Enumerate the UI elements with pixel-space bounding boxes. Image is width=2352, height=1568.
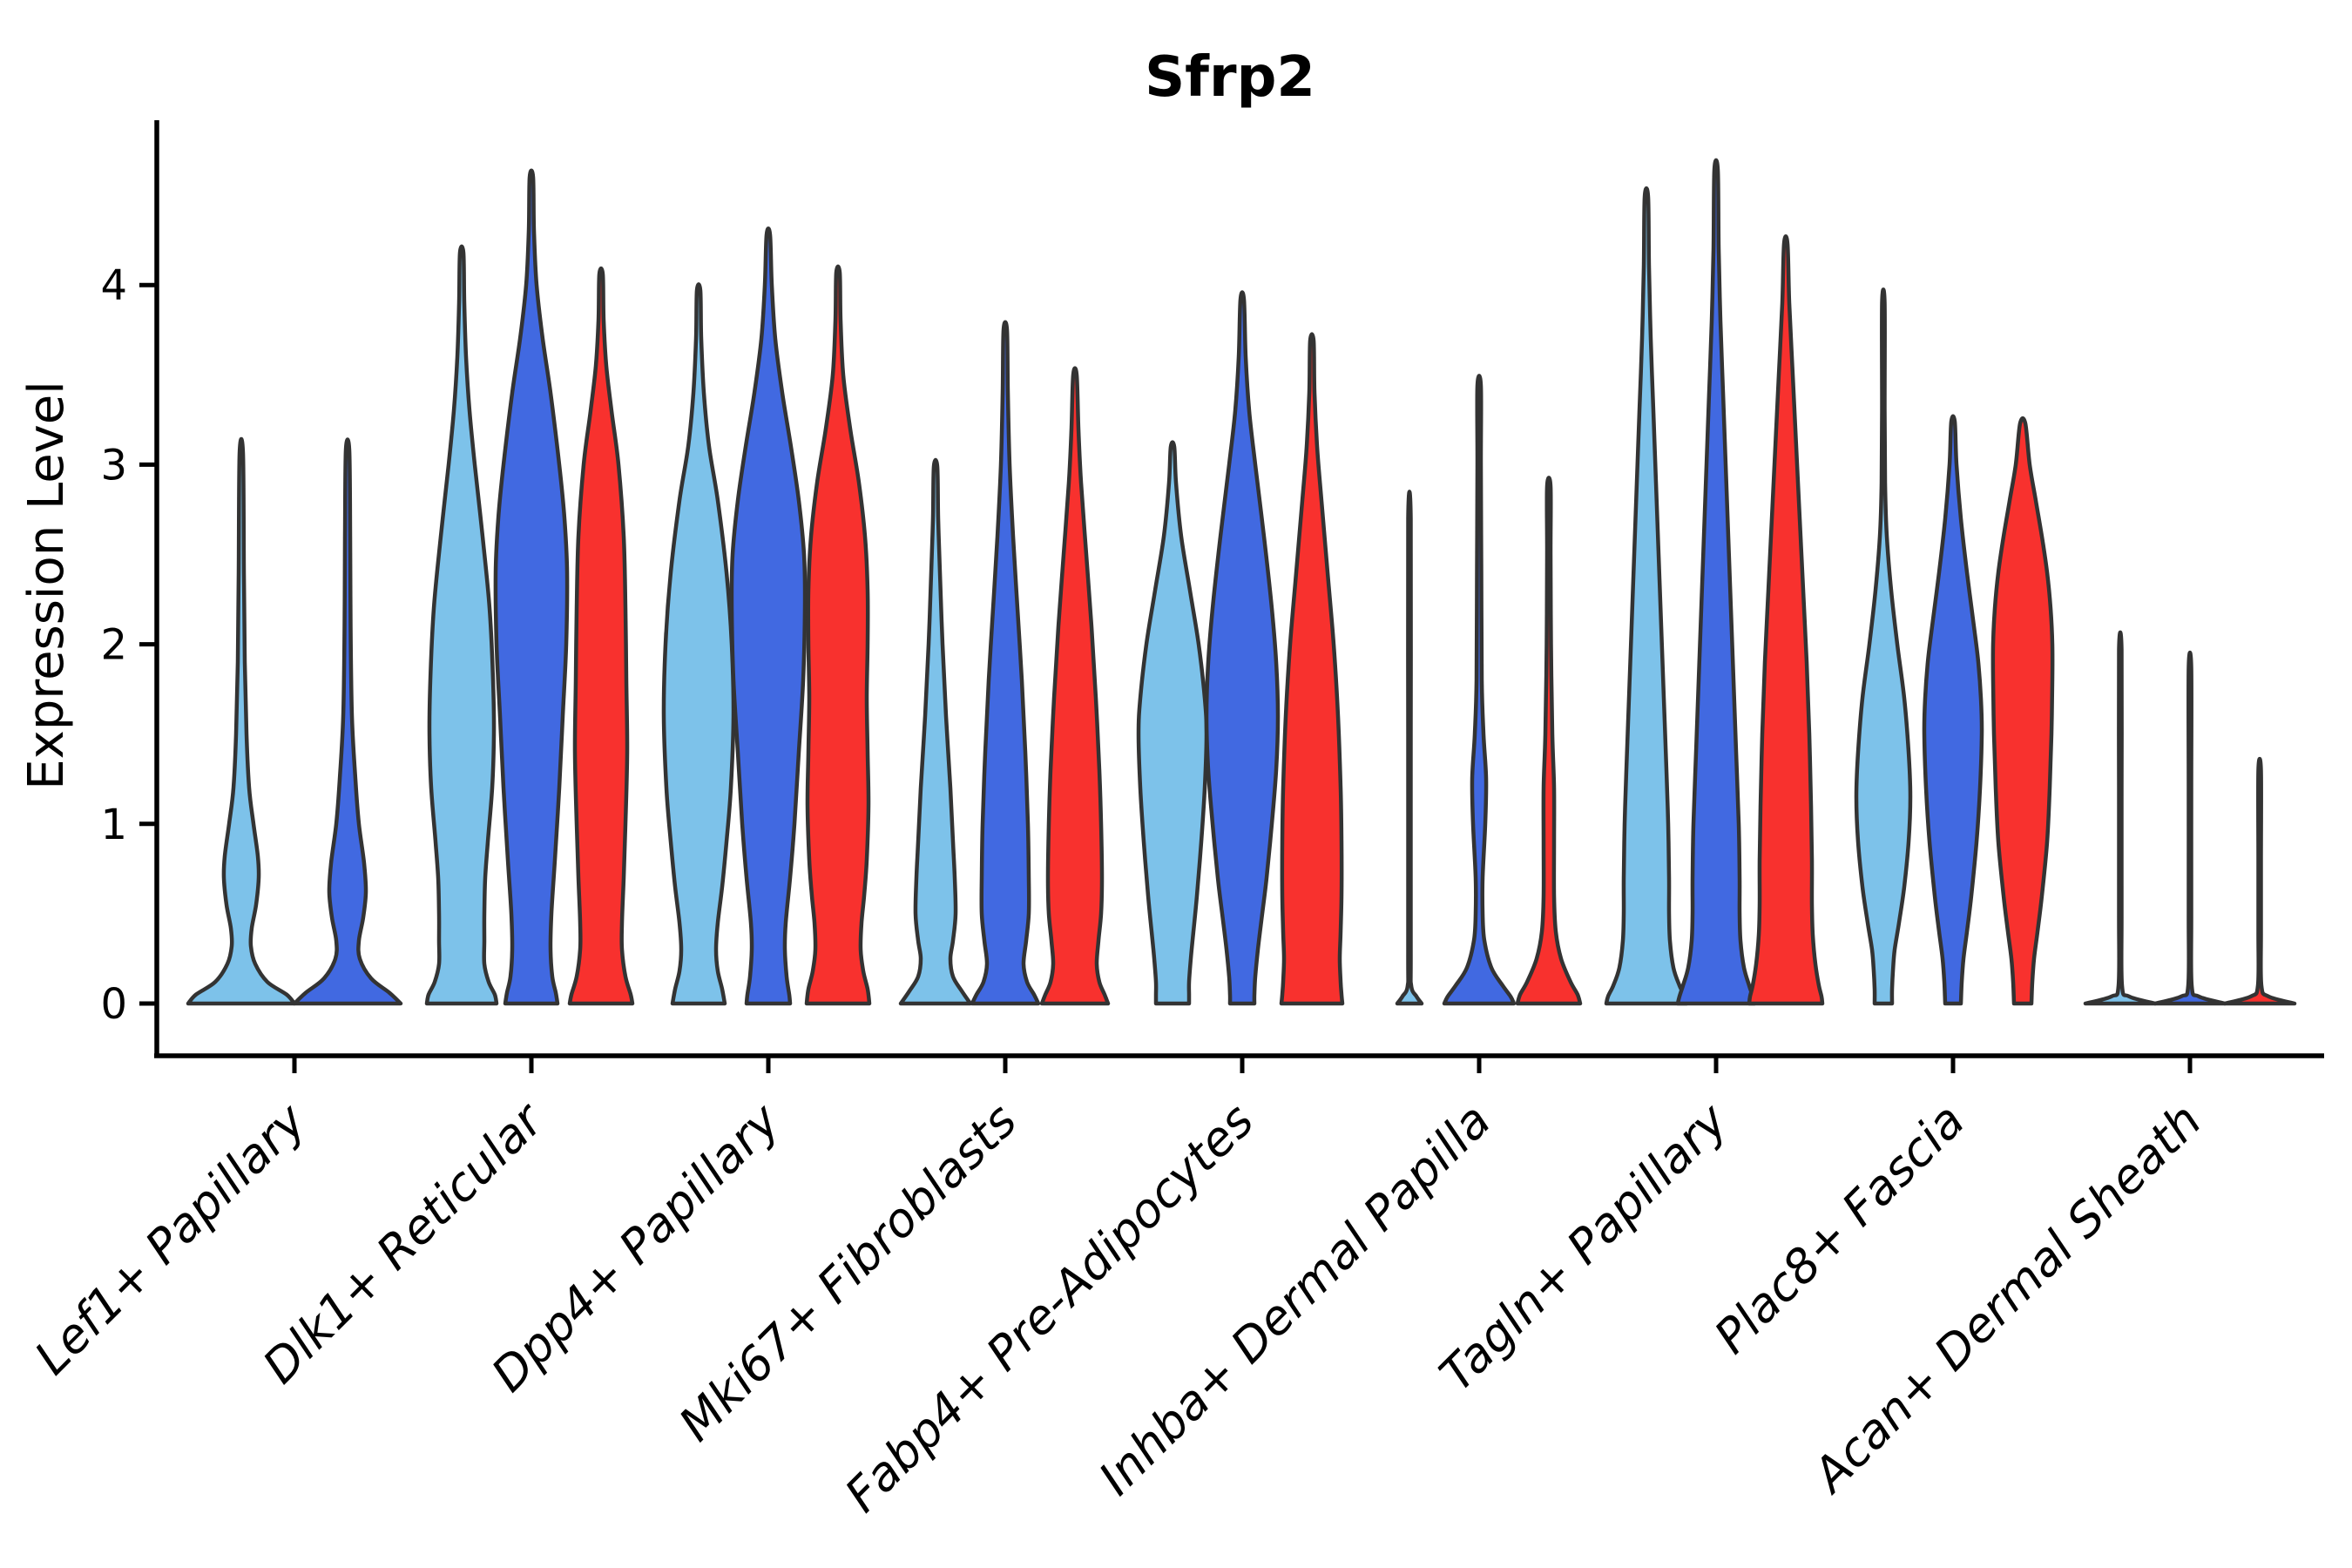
violin-red — [1039, 366, 1111, 1006]
violin-light_blue — [186, 436, 297, 1006]
violin-blue — [1204, 290, 1281, 1006]
violin-light_blue — [2083, 630, 2158, 1006]
y-axis-label: Expression Level — [18, 381, 75, 790]
y-tick-label: 4 — [100, 261, 127, 310]
violins-layer — [186, 158, 2297, 1006]
violin-red — [804, 264, 872, 1006]
x-category-label: Fabp4+ Pre-Adipocytes — [835, 1093, 1264, 1523]
violin-red — [1279, 332, 1345, 1006]
violin-light_blue — [898, 457, 973, 1006]
y-tick-label: 0 — [100, 980, 127, 1029]
x-category-label: Plac8+ Fascia — [1704, 1093, 1975, 1364]
violin-blue — [970, 320, 1041, 1006]
violin-blue — [1675, 158, 1757, 1006]
violin-light_blue — [424, 244, 499, 1006]
violin-blue — [493, 168, 570, 1006]
violin-light_blue — [1136, 440, 1209, 1006]
violin-red — [2222, 756, 2297, 1006]
x-category-label: Inhba+ Dermal Papilla — [1088, 1093, 1501, 1506]
violin-red — [1515, 476, 1583, 1006]
violin-light_blue — [1604, 186, 1689, 1006]
violin-blue — [1442, 374, 1517, 1006]
violin-red — [567, 266, 635, 1006]
plot-title: Sfrp2 — [1145, 45, 1315, 110]
violin-blue — [292, 437, 403, 1006]
violin-light_blue — [1854, 287, 1913, 1006]
y-tick-label: 2 — [100, 621, 127, 670]
x-category-label: Acan+ Dermal Sheath — [1801, 1093, 2212, 1504]
y-tick-label: 1 — [100, 801, 127, 849]
y-tick-label: 3 — [100, 441, 127, 490]
violin-light_blue — [1395, 490, 1424, 1006]
violin-red — [1990, 416, 2055, 1006]
violin-blue — [2153, 650, 2227, 1006]
violin-blue — [729, 226, 808, 1006]
violin-red — [1747, 234, 1825, 1006]
violin-blue — [1922, 414, 1984, 1006]
violin-light_blue — [661, 282, 736, 1006]
